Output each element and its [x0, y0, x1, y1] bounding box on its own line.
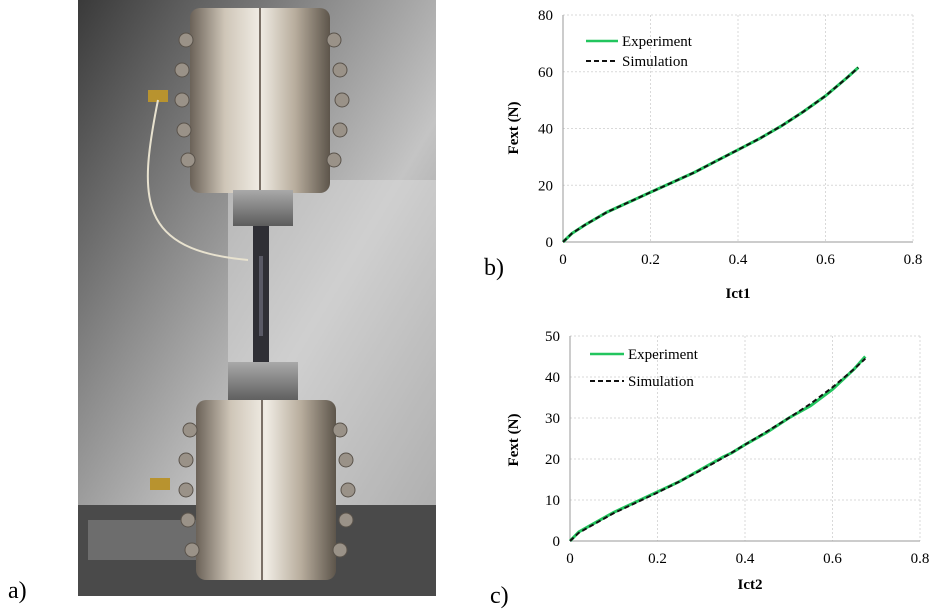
legend-experiment-label: Experiment — [622, 34, 693, 50]
x-tick-label: 0.8 — [911, 551, 930, 567]
panel-label-a: a) — [8, 578, 27, 604]
lower-jaw — [228, 362, 298, 402]
x-tick-label: 0.6 — [816, 252, 835, 268]
legend-experiment-label: Experiment — [628, 347, 699, 363]
air-fitting-top — [148, 90, 168, 102]
series-line-simulation — [569, 357, 866, 542]
x-tick-label: 0.8 — [904, 252, 923, 268]
chart-ict2-axes — [569, 336, 920, 542]
x-tick-label: 0.2 — [648, 551, 667, 567]
chart-ict1-ylabel: Fext (N) — [506, 102, 522, 155]
x-tick-label: 0.4 — [736, 551, 755, 567]
specimen-notch — [259, 256, 263, 336]
chart-ict1-grid — [563, 14, 914, 242]
x-tick-label: 0 — [559, 252, 567, 268]
y-tick-label: 40 — [538, 122, 553, 138]
chart-ict2-ylabel: Fext (N) — [506, 414, 522, 467]
legend-simulation-label: Simulation — [628, 374, 694, 390]
chart-ict1-axes — [562, 15, 913, 243]
x-tick-label: 0.4 — [729, 252, 748, 268]
series-line-experiment — [561, 66, 860, 244]
chart-ict2-xlabel: Ict2 — [738, 577, 763, 593]
panel-label-c: c) — [490, 583, 509, 609]
test-rig-photo — [78, 0, 436, 596]
chart-ict2-series — [568, 355, 867, 543]
upper-jaw — [233, 190, 293, 226]
air-fitting-bottom — [150, 478, 170, 490]
y-tick-label: 0 — [553, 534, 561, 550]
chart-ict1-series — [561, 66, 860, 244]
chart-ict2-ticks: 0 0.2 0.4 0.6 0.8 0 10 20 30 40 50 — [545, 329, 929, 567]
x-tick-label: 0.6 — [823, 551, 842, 567]
x-tick-label: 0 — [566, 551, 574, 567]
chart-ict1-legend: Experiment Simulation — [586, 34, 693, 70]
chart-ict1: 0 0.2 0.4 0.6 0.8 0 20 40 60 80 Ict1 Fext (N) Exp… — [506, 8, 922, 302]
lower-grip-cylinder — [196, 400, 336, 580]
lower-bolts — [178, 422, 356, 558]
chart-ict2-grid — [570, 335, 921, 541]
y-tick-label: 30 — [545, 411, 560, 427]
y-tick-label: 20 — [538, 178, 553, 194]
y-tick-label: 20 — [545, 452, 560, 468]
x-tick-label: 0.2 — [641, 252, 660, 268]
legend-simulation-label: Simulation — [622, 54, 688, 70]
chart-ict2: 0 0.2 0.4 0.6 0.8 0 10 20 30 40 50 Ict2 Fext (N) E… — [506, 329, 929, 593]
panel-label-b: b) — [484, 255, 504, 281]
y-tick-label: 50 — [545, 329, 560, 345]
chart-ict1-xlabel: Ict1 — [726, 286, 751, 302]
y-tick-label: 0 — [546, 235, 554, 251]
y-tick-label: 10 — [545, 493, 560, 509]
y-tick-label: 80 — [538, 8, 553, 24]
y-tick-label: 40 — [545, 370, 560, 386]
air-hose — [146, 99, 249, 261]
chart-ict2-legend: Experiment Simulation — [590, 347, 699, 390]
series-line-simulation — [562, 66, 859, 243]
chart-ict1-ticks: 0 0.2 0.4 0.6 0.8 0 20 40 60 80 — [538, 8, 922, 268]
upper-bolts — [174, 32, 350, 168]
y-tick-label: 60 — [538, 65, 553, 81]
